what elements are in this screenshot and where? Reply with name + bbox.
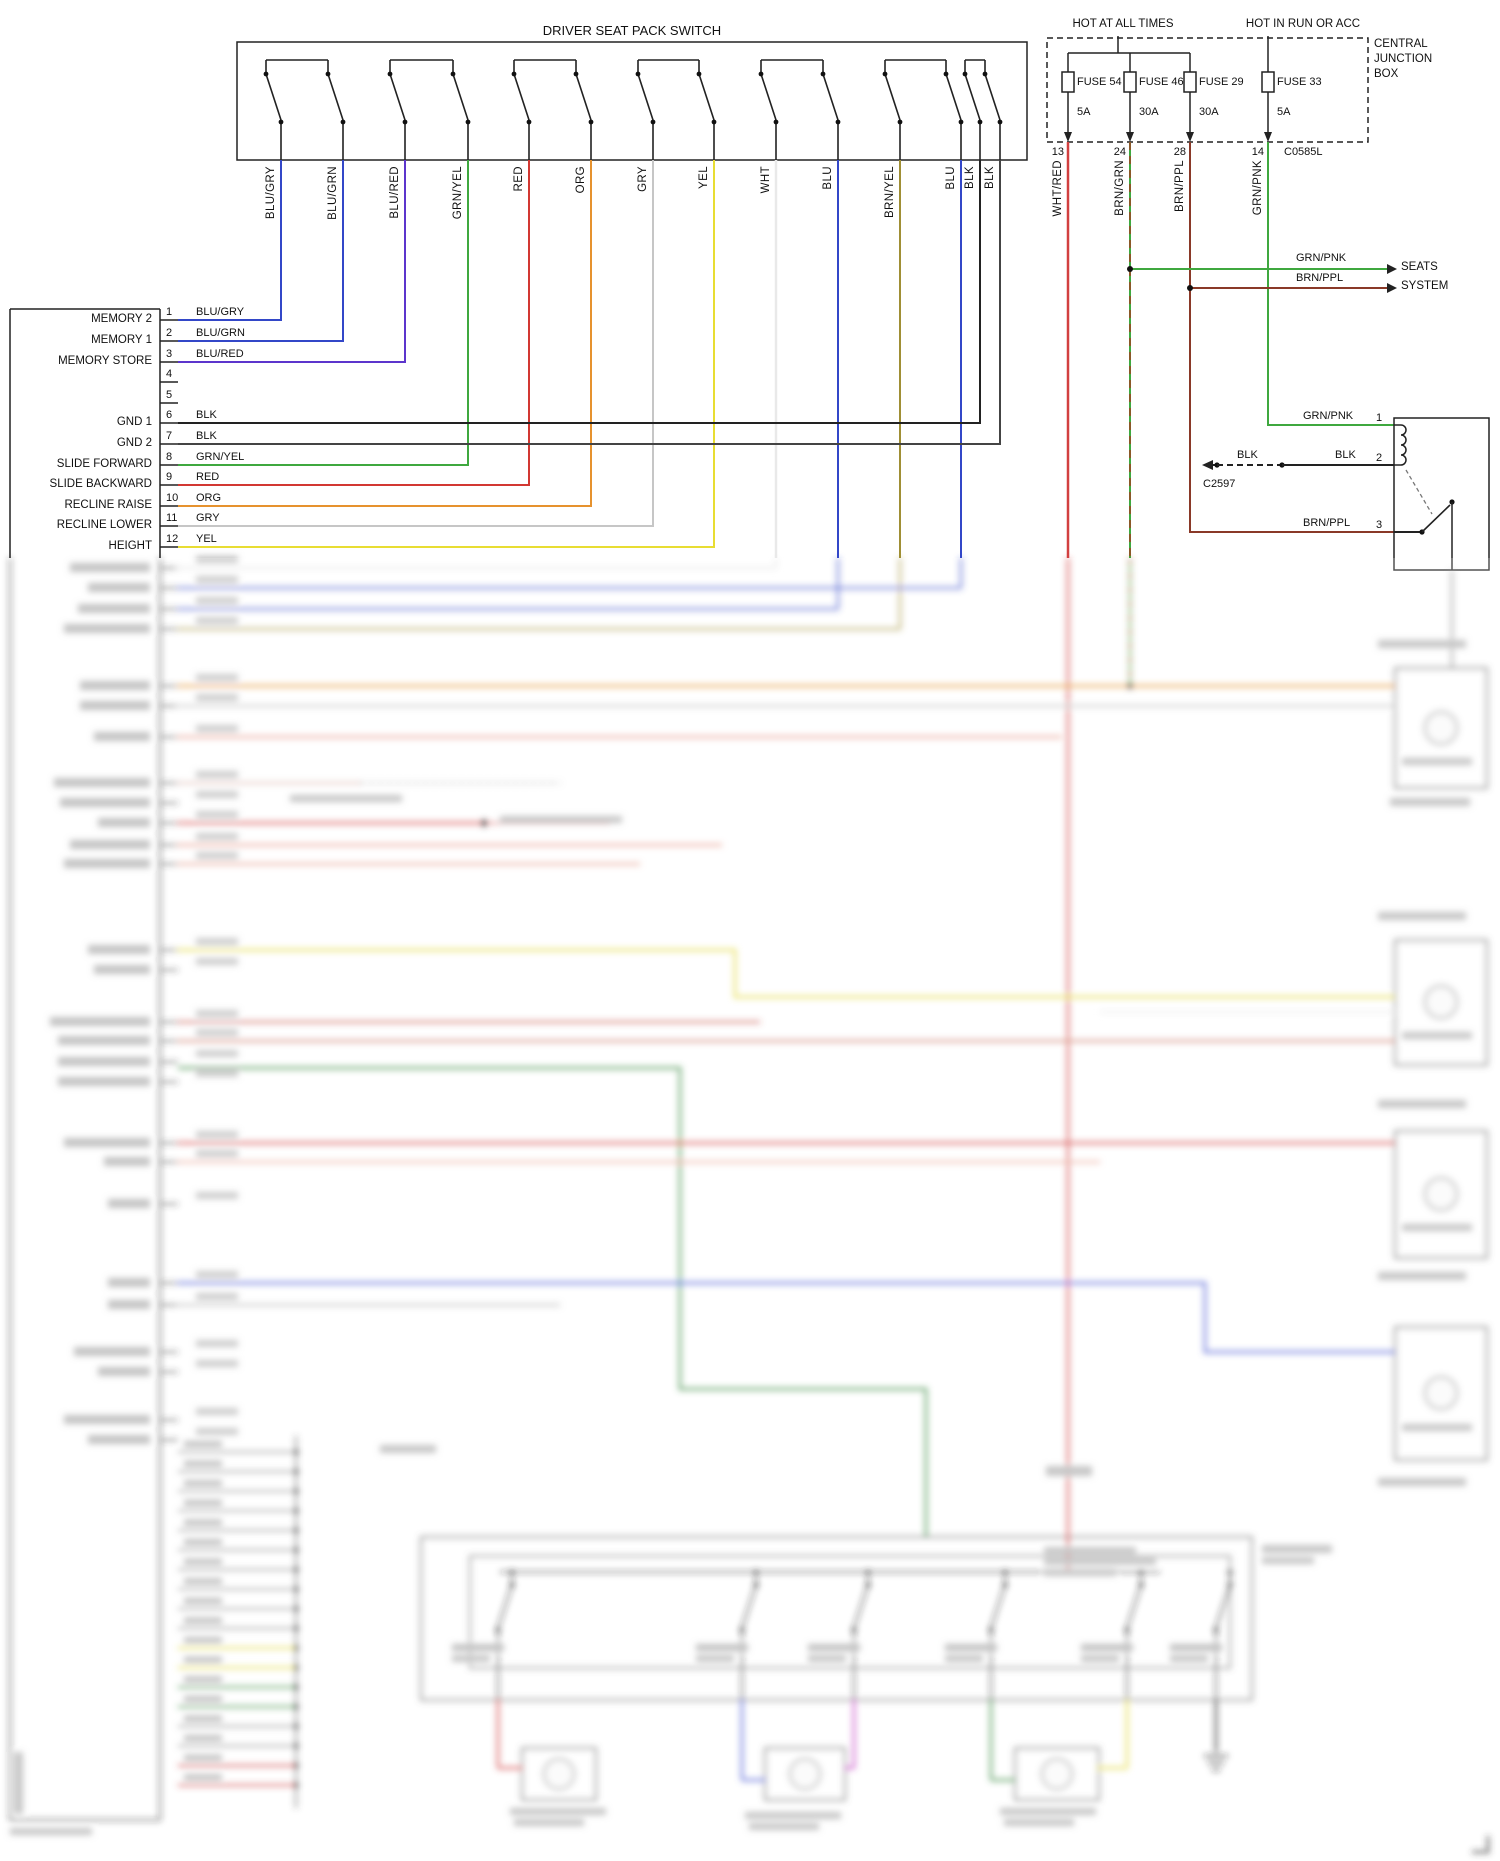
pin-number: 2 [166,327,173,339]
driver-seat-pack-switch-box [236,41,1028,161]
relay-pin1: 1 [1376,412,1383,424]
switch-wires [178,160,1001,558]
wire-label: GRY [637,166,649,192]
pin-function: RECLINE LOWER [56,519,152,531]
connector-label: C0585L [1284,146,1323,158]
pin-number: 10 [166,492,179,504]
fuse-amps: 30A [1139,106,1159,118]
junction-box-label: JUNCTION [1374,53,1433,65]
wire-label: WHT [760,166,772,194]
pin-number: 6 [166,409,173,421]
pin-wire: BLU/GRY [196,306,245,318]
arrow-down-icon [1064,132,1272,142]
wire-label: BLU [822,166,834,190]
hot-in-run-label: HOT IN RUN OR ACC [1245,18,1361,30]
wire-label: BLK [984,166,996,189]
fuse-name: FUSE 29 [1199,76,1244,88]
relay-pin2-wire: BLK [1237,449,1258,461]
relay-pin1-wire: GRN/PNK [1303,410,1354,422]
central-junction-box [1046,36,1369,143]
motor-boxes [1394,667,1488,1461]
cjb-pin: 14 [1251,146,1264,158]
pin-wire: ORG [196,492,222,504]
page-title: DRIVER SEAT PACK SWITCH [542,23,722,38]
fuse-icon [1061,71,1275,93]
fuse-amps: 5A [1277,106,1291,118]
ground-icon [1204,1755,1228,1771]
pin-function: MEMORY 1 [91,334,152,346]
seats-label: SEATS [1401,261,1438,273]
junction-box-label: CENTRAL [1374,38,1428,50]
wire-label: WHT/RED [1052,160,1064,217]
pin-function: RECLINE RAISE [64,499,152,511]
cjb-pin: 28 [1173,146,1186,158]
pin-wire: BLU/GRN [196,327,245,339]
pin-number: 7 [166,430,173,442]
pin-number: 11 [166,512,178,524]
seats-label: SYSTEM [1401,280,1449,292]
wire-label: BLU/GRY [265,166,277,220]
pin-wire: BLU/RED [196,348,244,360]
arrow-left-icon [1202,460,1213,470]
relay-connector: C2597 [1203,478,1236,490]
hot-at-all-times-label: HOT AT ALL TIMES [1072,18,1174,30]
wire-label: RED [513,166,525,192]
wire-label: GRN/PNK [1252,160,1264,216]
pin-function: GND 2 [116,437,152,449]
pin-wire: GRN/YEL [196,451,245,463]
cjb-pin: 24 [1113,146,1126,158]
fuse-name: FUSE 46 [1139,76,1184,88]
junction-box-label: BOX [1374,68,1399,80]
pin-number: 1 [166,306,173,318]
pin-function: SLIDE BACKWARD [49,478,152,490]
pin-number: 9 [166,471,173,483]
pin-function: HEIGHT [108,540,152,552]
left-connector-box [9,308,178,558]
seats-wire-label: BRN/PPL [1296,272,1344,284]
wire-label: BLK [964,166,976,189]
pin-wire: BLK [196,409,217,421]
relay-coil-icon [1400,424,1407,466]
wire-label: GRN/YEL [452,166,464,220]
pin-function: MEMORY STORE [58,355,152,367]
wire-label: BLU [945,166,957,190]
bottom-motor-boxes [521,1747,1100,1801]
pin-wire: GRY [196,512,220,524]
relay-pin3: 3 [1376,519,1383,531]
relay-pin3-wire: BRN/PPL [1303,517,1351,529]
pin-function: GND 1 [116,416,152,428]
blurred-lower-region [9,556,1490,1854]
wire-label: BRN/YEL [884,166,896,219]
pin-number: 5 [166,389,173,401]
seat-relay [1202,417,1490,571]
pin-wire: YEL [196,533,217,545]
wire-label: ORG [575,166,587,194]
seats-wire-label: GRN/PNK [1296,252,1347,264]
fuse-amps: 5A [1077,106,1091,118]
fuse-name: FUSE 54 [1077,76,1122,88]
switch-contacts [265,60,1001,160]
relay-pin2-wire: BLK [1335,449,1356,461]
wire-label: BRN/GRN [1114,160,1126,216]
wire-label: YEL [698,166,710,189]
fuse-amps: 30A [1199,106,1219,118]
pin-number: 3 [166,348,173,360]
pin-number: 8 [166,451,173,463]
cjb-pin: 13 [1051,146,1064,158]
pin-function: MEMORY 2 [91,313,152,325]
pin-number: 4 [166,368,173,380]
pin-number: 12 [166,533,179,545]
pin-wire: RED [196,471,220,483]
wire-label: BLU/RED [389,166,401,219]
relay-pin2: 2 [1376,452,1383,464]
power-wires [1066,142,1394,558]
wire-label: BLU/GRN [327,166,339,220]
fuse-name: FUSE 33 [1277,76,1322,88]
arrow-right-icon [1387,264,1397,293]
pin-wire: BLK [196,430,217,442]
pin-function: SLIDE FORWARD [56,458,152,470]
wire-label: BRN/PPL [1174,160,1186,213]
